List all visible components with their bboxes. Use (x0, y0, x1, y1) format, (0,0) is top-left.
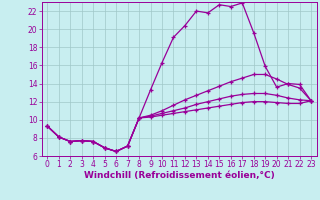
X-axis label: Windchill (Refroidissement éolien,°C): Windchill (Refroidissement éolien,°C) (84, 171, 275, 180)
